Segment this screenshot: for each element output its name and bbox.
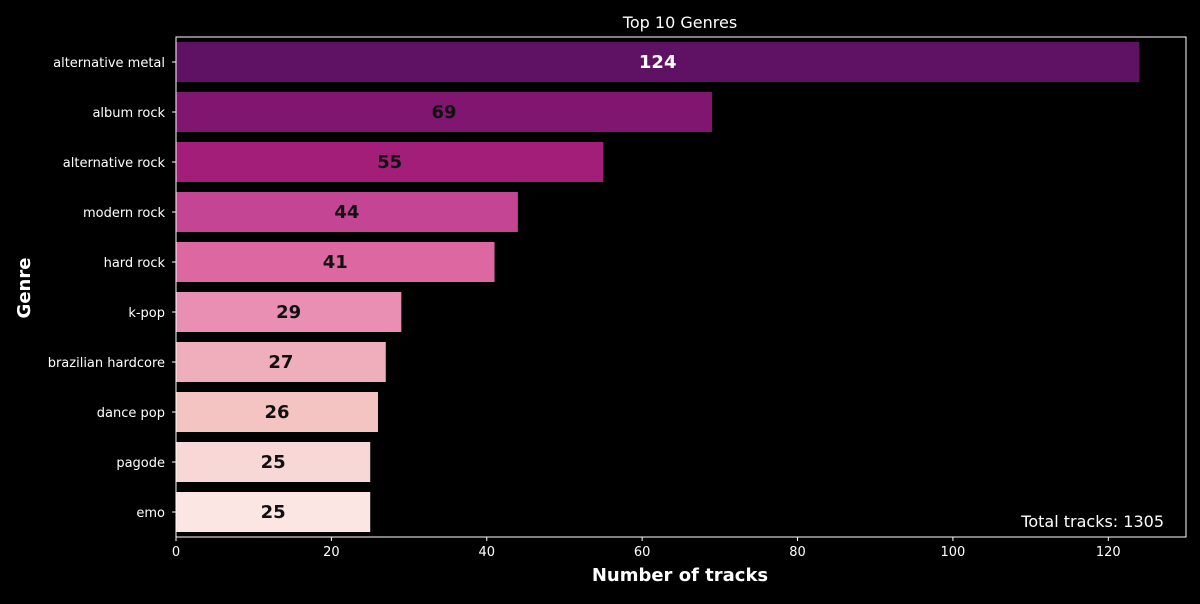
bar-0 (176, 42, 1140, 82)
bar-value-label: 26 (264, 402, 289, 423)
bar-value-label: 25 (261, 452, 286, 473)
bar-value-label: 25 (261, 502, 286, 523)
x-tick-label: 40 (478, 545, 495, 560)
axes-layer: alternative metal album rock alternative r… (48, 36, 1187, 560)
bar-value-label: 41 (323, 252, 348, 273)
x-tick-label: 60 (634, 545, 651, 560)
x-tick-label: 0 (172, 545, 180, 560)
y-tick-label: album rock (92, 106, 165, 121)
x-tick-label: 100 (941, 545, 966, 560)
y-tick-label: emo (136, 506, 165, 521)
y-axis-label: Genre (14, 258, 35, 319)
bar-8 (176, 442, 371, 482)
x-tick-label: 120 (1096, 545, 1121, 560)
chart-title: Top 10 Genres (622, 13, 737, 32)
y-tick-label: modern rock (83, 206, 166, 221)
y-tick-label: alternative rock (63, 156, 166, 171)
bar-value-label: 44 (334, 202, 359, 223)
bar-6 (176, 342, 386, 382)
bar-2 (176, 142, 604, 182)
y-tick-label: hard rock (104, 256, 166, 271)
plot-frame (175, 36, 1187, 538)
bar-value-label: 124 (639, 52, 677, 73)
bar-value-label: 69 (432, 102, 457, 123)
y-tick-label: k-pop (128, 306, 165, 321)
bar-4 (176, 242, 495, 282)
x-tick-label: 20 (323, 545, 340, 560)
y-tick-label: brazilian hardcore (48, 356, 165, 371)
y-tick-label: pagode (116, 456, 165, 471)
bar-3 (176, 192, 518, 232)
x-axis-label: Number of tracks (592, 565, 768, 586)
bar-value-label: 29 (276, 302, 301, 323)
y-tick-label: dance pop (97, 406, 165, 421)
bar-7 (176, 392, 378, 432)
bars-layer: 124 69 55 44 41 29 27 26 25 25 (176, 42, 1140, 532)
bar-value-label: 55 (377, 152, 402, 173)
bar-5 (176, 292, 402, 332)
y-tick-label: alternative metal (53, 56, 165, 71)
x-tick-label: 80 (789, 545, 806, 560)
bar-value-label: 27 (268, 352, 293, 373)
bar-9 (176, 492, 371, 532)
total-tracks-annotation: Total tracks: 1305 (1020, 512, 1164, 531)
bar-1 (176, 92, 713, 132)
